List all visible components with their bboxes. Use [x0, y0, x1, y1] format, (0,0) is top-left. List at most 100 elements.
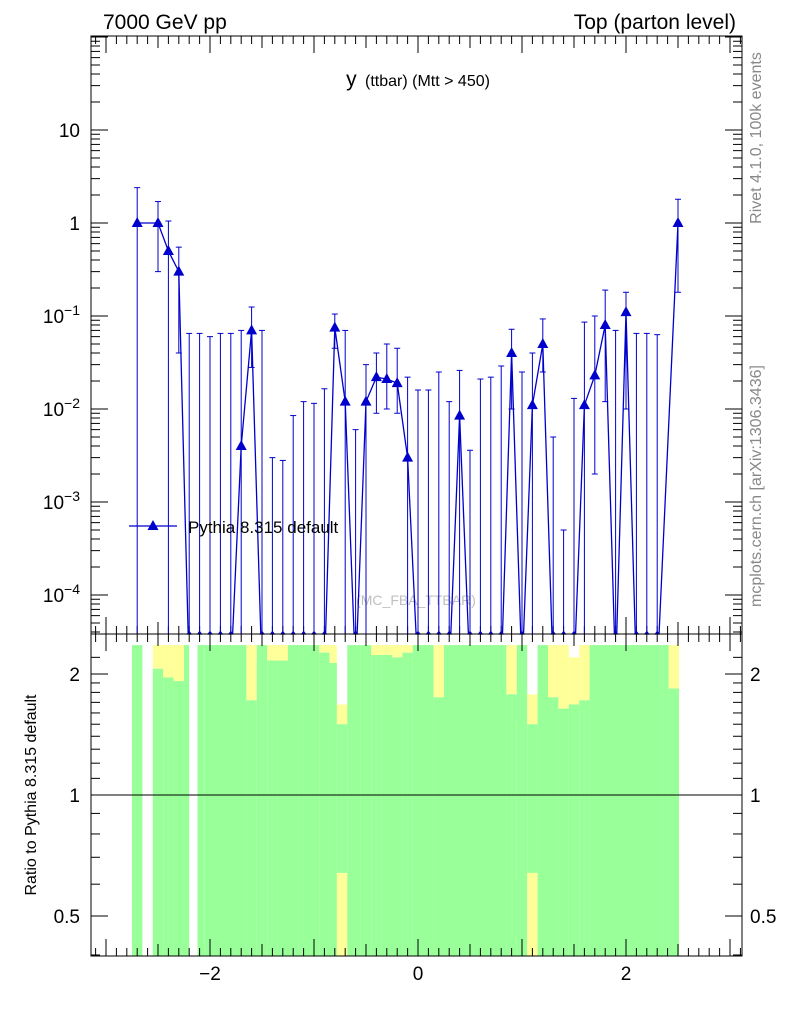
plot-title-main: y [346, 68, 357, 91]
main-y-tick-label-base: 1 [69, 214, 80, 235]
main-y-tick-label: 10−4 [43, 581, 80, 607]
ratio-band-yellow [558, 645, 569, 709]
data-point-marker [329, 321, 341, 332]
ratio-band-green [267, 660, 278, 956]
data-point-marker [339, 395, 351, 406]
ratio-band-green [600, 645, 663, 956]
main-y-tick-label-base: 10 [59, 121, 80, 142]
ratio-band-green [558, 708, 569, 956]
ratio-band-green [392, 657, 403, 956]
ratio-band-green [163, 677, 174, 956]
data-point-marker [620, 306, 632, 317]
legend: Pythia 8.315 default [129, 518, 339, 537]
data-point-marker [506, 347, 518, 358]
data-point-marker [672, 217, 684, 227]
data-point-marker [370, 371, 382, 382]
ratio-band-yellow [336, 704, 348, 725]
ratio-band-green [197, 645, 205, 956]
header-right-label: Top (parton level) [574, 11, 736, 34]
data-point-marker [454, 409, 466, 420]
ratio-band-green [506, 694, 517, 956]
x-tick-labels: −2 0 2 [199, 964, 631, 985]
main-y-tick-label-base: 10 [43, 493, 64, 514]
main-y-tick-label: 1 [69, 214, 80, 235]
main-y-tick-label-base: 10 [43, 307, 64, 328]
ratio-band-yellow [173, 645, 184, 682]
ratio-band-green [516, 645, 528, 956]
ratio-bands [132, 645, 680, 956]
ratio-y-tick-label: 0.5 [54, 907, 80, 928]
data-point-marker [402, 451, 414, 462]
ratio-band-yellow-low [527, 872, 538, 956]
ratio-ylabel: Ratio to Pythia 8.315 default [23, 694, 40, 896]
ratio-band-green [277, 660, 288, 956]
ratio-y-tick-label-right: 2 [750, 665, 761, 686]
x-tick-label: −2 [199, 964, 221, 985]
ratio-band-yellow [527, 694, 538, 725]
data-point-marker [162, 244, 174, 255]
ratio-y-tick-label: 1 [69, 786, 80, 807]
plot-title-sub: (ttbar) (Mtt > 450) [365, 73, 490, 90]
ratio-band-yellow [319, 645, 330, 653]
ratio-band-green [336, 724, 348, 873]
ratio-band-yellow [579, 645, 590, 701]
data-point-marker [131, 217, 143, 227]
data-point-marker [246, 324, 258, 335]
ratio-band-green [204, 645, 236, 956]
ratio-band-yellow [668, 645, 680, 689]
ratio-band-green [360, 645, 372, 956]
main-y-tick-label-base: 10 [43, 586, 64, 607]
ratio-plot-frame [90, 633, 743, 957]
ratio-band-yellow [246, 645, 257, 701]
ratio-band-yellow [433, 645, 444, 698]
header-left-label: 7000 GeV pp [103, 11, 227, 34]
ratio-band-green [668, 688, 680, 956]
ratio-band-yellow [329, 645, 337, 663]
rivet-version-label: Rivet 4.1.0, 100k events [748, 52, 765, 224]
legend-marker [147, 520, 159, 530]
ratio-band-yellow [267, 645, 278, 661]
x-tick-label: 2 [621, 964, 632, 985]
ratio-y-tick-labels: 0.5 0.5 1 1 2 2 [54, 665, 777, 928]
main-y-tick-label-base: 10 [43, 400, 64, 421]
ratio-band-yellow [163, 645, 174, 678]
ratio-band-green [433, 697, 444, 956]
ratio-band-green [589, 645, 600, 956]
mcplots-reference-label: mcplots.cern.ch [arXiv:1306.3436] [748, 365, 765, 607]
ratio-axis-ticks [91, 634, 742, 956]
main-y-tick-label-exponent: −3 [64, 488, 80, 504]
ratio-band-yellow [392, 645, 403, 658]
ratio-band-green [444, 645, 507, 956]
ratio-band-green [537, 645, 548, 956]
main-y-tick-label-exponent: −1 [64, 302, 80, 318]
data-point-marker [537, 337, 549, 348]
plot-title: y (ttbar) (Mtt > 450) [346, 68, 490, 91]
main-y-tick-label: 10 [59, 121, 80, 142]
ratio-band-green [381, 654, 392, 956]
ratio-band-green [246, 700, 257, 956]
analysis-watermark: (MC_FBA_TTBAR) [356, 592, 476, 608]
ratio-band-green [527, 724, 538, 873]
data-point-marker [381, 373, 393, 384]
ratio-band-green [662, 645, 669, 956]
data-point-marker [526, 399, 538, 410]
main-y-tick-label: 10−2 [43, 395, 80, 421]
data-point-marker [599, 319, 611, 330]
x-tick-label: 0 [413, 964, 424, 985]
ratio-band-green [568, 704, 580, 956]
ratio-band-green [412, 645, 434, 956]
main-y-tick-label: 10−1 [43, 302, 80, 328]
data-point-marker [152, 217, 164, 227]
ratio-band-green [347, 645, 361, 956]
ratio-band-green [298, 645, 320, 956]
ratio-band-yellow [568, 657, 580, 705]
ratio-band-yellow-low [336, 872, 348, 956]
ratio-band-yellow [381, 645, 392, 655]
ratio-band-green [184, 645, 190, 956]
ratio-band-green [152, 668, 164, 956]
ratio-band-yellow [506, 645, 517, 695]
ratio-band-yellow [371, 645, 382, 655]
ratio-band-green [236, 645, 247, 956]
main-y-tick-label-exponent: −2 [64, 395, 80, 411]
